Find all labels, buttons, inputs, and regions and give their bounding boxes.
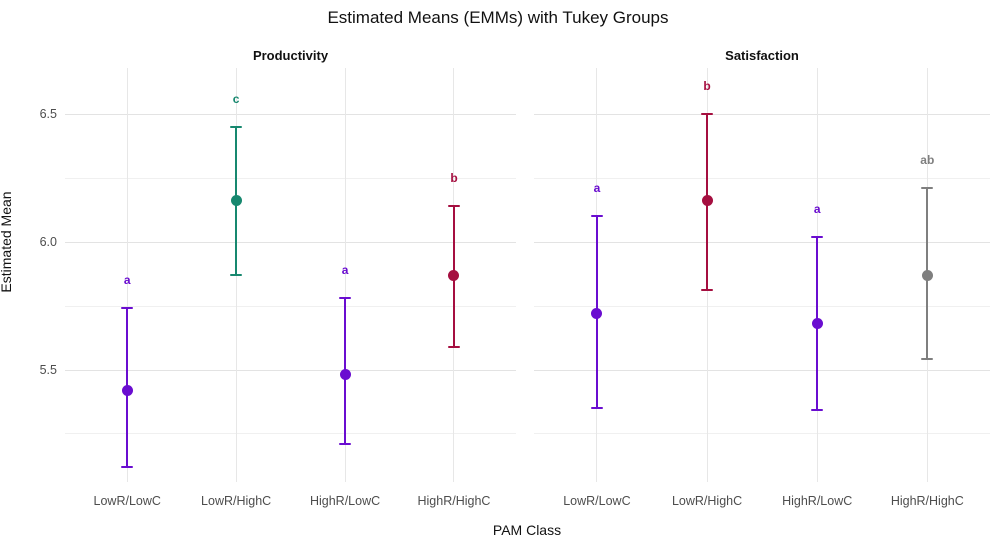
x-tick-label: HighR/LowC (309, 494, 381, 508)
minor-gridline (534, 177, 990, 179)
error-bar-cap-top (811, 235, 824, 238)
major-gridline (534, 369, 990, 371)
tukey-group-letter: a (813, 201, 821, 216)
y-tick-label: 6.0 (39, 234, 57, 249)
x-tick-label: LowR/HighC (671, 494, 743, 508)
panel-satisfaction: a b a ab (534, 68, 990, 482)
tukey-group-letter: a (593, 181, 601, 196)
data-point (701, 195, 713, 207)
tukey-group-letter: a (341, 263, 349, 277)
y-tick-label: 6.5 (39, 107, 57, 121)
data-point (921, 269, 933, 281)
error-bar-cap-top (230, 125, 243, 128)
data-point (121, 384, 133, 396)
error-bar-cap-top (921, 187, 934, 190)
major-gridline (65, 114, 516, 115)
chart-title: Estimated Means (EMMs) with Tukey Groups (327, 8, 669, 27)
category-gridline (344, 68, 346, 482)
data-point (448, 269, 460, 281)
error-bar-cap-bottom (339, 442, 352, 445)
tukey-group-letter: ab (920, 153, 935, 168)
tukey-group-letter: b (450, 171, 458, 185)
error-bar-cap-bottom (811, 409, 824, 412)
data-point (339, 369, 351, 381)
x-tick-label: HighR/HighC (890, 494, 964, 508)
tukey-group-letter: b (703, 79, 711, 93)
error-bar-cap-top (447, 205, 460, 207)
x-tick-label: HighR/HighC (417, 494, 491, 508)
panel-productivity: a c a b (65, 68, 516, 482)
error-bar-cap-top (701, 113, 714, 115)
tukey-group-letter: a (123, 273, 131, 288)
error-bar-cap-top (339, 297, 352, 299)
minor-gridline (65, 305, 516, 307)
x-tick-label: LowR/LowC (93, 494, 161, 508)
x-axis-title: PAM Class (492, 522, 562, 538)
facet-strip-productivity: Productivity (252, 48, 329, 63)
data-point (811, 318, 823, 330)
major-gridline (534, 114, 990, 115)
category-gridline (126, 68, 128, 482)
x-tick-label: LowR/HighC (201, 494, 272, 508)
minor-gridline (534, 433, 990, 435)
y-tick-label: 5.5 (39, 362, 57, 377)
data-point (230, 195, 242, 207)
minor-gridline (534, 305, 990, 307)
major-gridline (65, 369, 516, 371)
minor-gridline (65, 433, 516, 435)
data-point (591, 307, 603, 319)
error-bar-cap-top (590, 215, 603, 218)
error-bar-cap-bottom (121, 465, 134, 468)
major-gridline (65, 241, 516, 243)
x-tick-label: LowR/LowC (563, 494, 631, 508)
error-bar-cap-bottom (590, 406, 603, 409)
major-gridline (534, 241, 990, 243)
facet-strip-satisfaction: Satisfaction (725, 48, 799, 63)
minor-gridline (65, 177, 516, 179)
tukey-group-letter: c (232, 91, 240, 106)
error-bar-cap-top (121, 307, 134, 310)
error-bar-cap-bottom (701, 289, 714, 292)
error-bar-cap-bottom (921, 358, 934, 361)
error-bar-cap-bottom (230, 274, 243, 276)
x-tick-label: HighR/LowC (782, 494, 853, 508)
error-bar-cap-bottom (447, 345, 460, 348)
